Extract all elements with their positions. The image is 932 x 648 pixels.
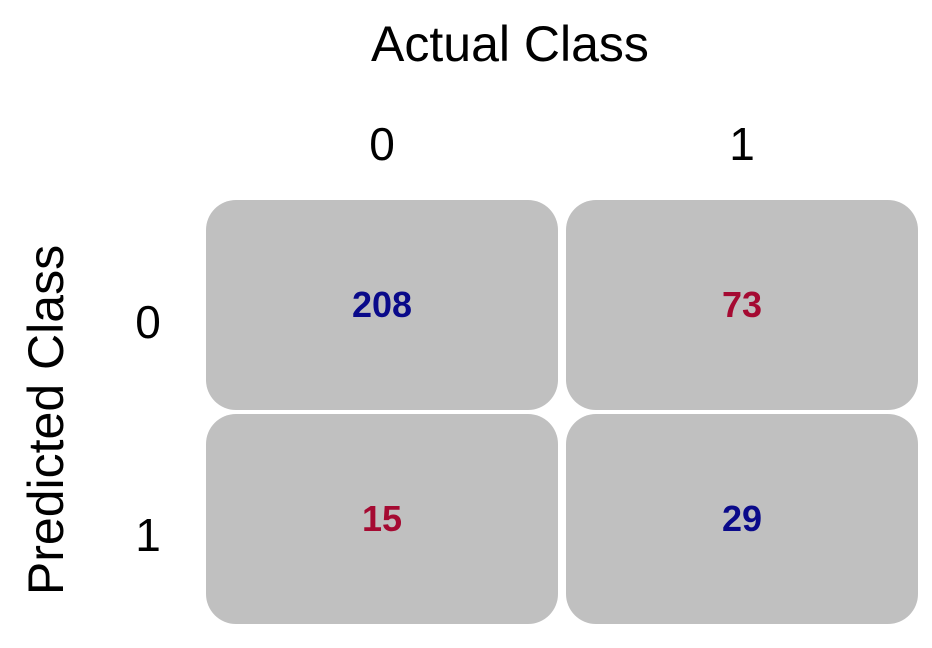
row-label-0: 0 <box>135 296 161 348</box>
matrix-cell-0-1: 73 <box>566 200 918 410</box>
cell-value-0-1: 73 <box>721 284 763 325</box>
col-label-1: 1 <box>729 118 755 170</box>
row-label-1: 1 <box>135 509 161 561</box>
matrix-cell-1-1: 29 <box>566 414 918 624</box>
cell-value-1-0: 15 <box>361 498 403 539</box>
y-axis-title: Predicted Class <box>18 244 74 596</box>
cell-value-0-0: 208 <box>351 284 413 325</box>
x-axis-title: Actual Class <box>371 16 649 72</box>
matrix-cell-0-0: 208 <box>206 200 558 410</box>
matrix-cell-1-0: 15 <box>206 414 558 624</box>
cell-value-1-1: 29 <box>721 498 763 539</box>
col-label-0: 0 <box>369 118 395 170</box>
